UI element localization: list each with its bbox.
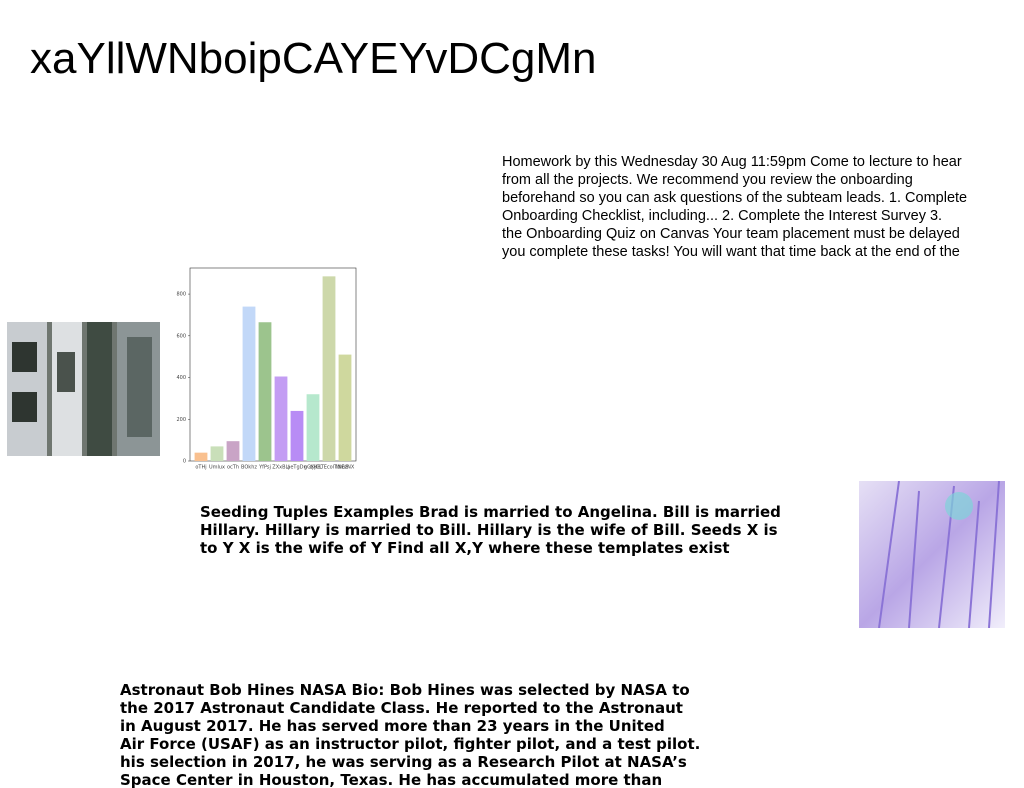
text-line: Homework by this Wednesday 30 Aug 11:59p… [502,154,962,170]
bar [226,441,240,461]
text-line: Space Center in Houston, Texas. He has a… [120,771,663,788]
y-tick-label: 800 [176,292,186,298]
bar [258,322,272,461]
text-line: to Y X is the wife of Y Find all X,Y whe… [200,539,730,557]
text-line: Hillary. Hillary is married to Bill. Hil… [200,521,778,539]
text-line: you complete these tasks! You will want … [502,244,960,260]
x-tick-label: tNEzNX [336,465,355,471]
text-line: Onboarding Checklist, including... 2. Co… [502,208,943,224]
text-line: Seeding Tuples Examples Brad is married … [200,503,781,521]
x-tick-label: aeTgDn [287,465,306,471]
text-line: Astronaut Bob Hines NASA Bio: Bob Hines … [120,681,690,699]
bar [322,276,336,461]
lavender-photo [859,481,1005,628]
x-tick-label: BOkhz [241,465,257,471]
bar [274,376,288,461]
text-line: the Onboarding Quiz on Canvas Your team … [502,226,960,242]
y-tick-label: 600 [176,333,186,339]
bar-chart: 0 200 400 600 800 oTHj Umlux ocTh BOkhz YfPsj ZXxB… [176,267,357,471]
x-tick-label: oTHj [195,465,206,471]
x-tick-label: ZXxBLj [272,465,289,471]
x-tick-label: cjHBTEcolTdmB [309,465,349,471]
bar [194,452,208,461]
paragraph: Seeding Tuples Examples Brad is married … [200,503,820,557]
y-tick-label: 200 [176,417,186,423]
x-tick-label: Umlux [209,465,225,471]
bar [210,446,224,461]
text-line: in August 2017. He has served more than … [120,717,665,735]
text-line: the 2017 Astronaut Candidate Class. He r… [120,699,683,717]
x-tick-label: YfPsj [258,465,271,471]
page-title: xaYllWNboipCAYEYvDCgMn [30,34,597,83]
paragraph: Astronaut Bob Hines NASA Bio: Bob Hines … [120,681,740,788]
paragraph: Homework by this Wednesday 30 Aug 11:59p… [502,153,1024,261]
x-tick-label: ocTh [227,465,239,471]
building-photo [7,322,160,456]
bar [290,410,304,461]
plot-frame [189,267,357,462]
text-line: his selection in 2017, he was serving as… [120,753,687,771]
x-tick-label: gGKjCL [304,465,322,471]
bar [306,394,320,461]
text-line: from all the projects. We recommend you … [502,172,913,188]
y-tick-label: 0 [183,459,186,465]
bar [242,306,256,461]
text-line: Air Force (USAF) as an instructor pilot,… [120,735,701,753]
bar [338,354,352,461]
y-tick-label: 400 [176,375,186,381]
text-line: beforehand so you can ask questions of t… [502,190,968,206]
